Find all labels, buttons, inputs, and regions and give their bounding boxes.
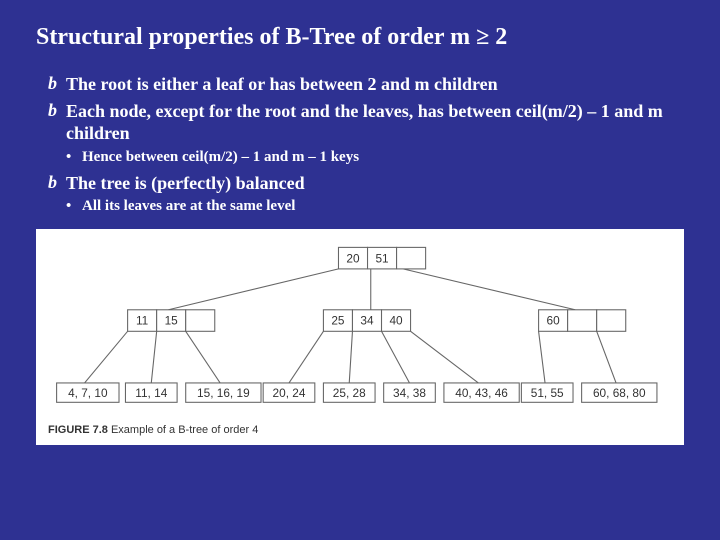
svg-text:4, 7, 10: 4, 7, 10 [68,386,108,400]
dot-icon: • [66,198,82,215]
bullet-icon: b [48,73,66,94]
svg-text:60, 68, 80: 60, 68, 80 [593,386,646,400]
figure-caption: FIGURE 7.8 Example of a B-tree of order … [48,424,672,436]
figure-panel: 20 51 11 15 25 34 40 60 4, 7, 10 11, 14 15, 16, 19… [36,229,684,445]
bullet-item: b The root is either a leaf or has betwe… [48,73,684,96]
svg-text:20, 24: 20, 24 [273,386,306,400]
svg-text:34: 34 [360,314,374,328]
svg-text:20: 20 [346,251,360,265]
figure-caption-text: Example of a B-tree of order 4 [108,424,258,436]
sub-bullet-text: All its leaves are at the same level [82,198,295,215]
svg-text:34, 38: 34, 38 [393,386,426,400]
slide: Structural properties of B-Tree of order… [0,0,720,540]
figure-caption-bold: FIGURE 7.8 [48,424,108,436]
svg-text:51: 51 [375,251,388,265]
svg-text:40: 40 [389,314,403,328]
svg-text:40, 43, 46: 40, 43, 46 [455,386,508,400]
bullet-icon: b [48,100,66,121]
bullet-text: Each node, except for the root and the l… [66,100,684,145]
svg-text:60: 60 [547,314,561,328]
bullet-icon: b [48,172,66,193]
svg-text:51, 55: 51, 55 [531,386,564,400]
sub-bullet-list: • Hence between ceil(m/2) – 1 and m – 1 … [36,149,684,166]
sub-bullet-list: • All its leaves are at the same level [36,198,684,215]
sub-bullet-item: • Hence between ceil(m/2) – 1 and m – 1 … [66,149,684,166]
svg-text:25, 28: 25, 28 [333,386,366,400]
btree-diagram: 20 51 11 15 25 34 40 60 4, 7, 10 11, 14 15, 16, 19… [48,237,672,417]
svg-text:11, 14: 11, 14 [135,386,167,400]
svg-text:15: 15 [165,314,179,328]
svg-text:11: 11 [136,314,148,328]
bullet-item: b Each node, except for the root and the… [48,100,684,145]
svg-text:15, 16, 19: 15, 16, 19 [197,386,250,400]
dot-icon: • [66,149,82,166]
bullet-list: b The tree is (perfectly) balanced [36,172,684,195]
bullet-list: b The root is either a leaf or has betwe… [36,73,684,145]
svg-text:25: 25 [331,314,345,328]
bullet-text: The root is either a leaf or has between… [66,73,684,96]
bullet-item: b The tree is (perfectly) balanced [48,172,684,195]
sub-bullet-text: Hence between ceil(m/2) – 1 and m – 1 ke… [82,149,359,166]
slide-title: Structural properties of B-Tree of order… [36,24,684,51]
sub-bullet-item: • All its leaves are at the same level [66,198,684,215]
bullet-text: The tree is (perfectly) balanced [66,172,684,195]
